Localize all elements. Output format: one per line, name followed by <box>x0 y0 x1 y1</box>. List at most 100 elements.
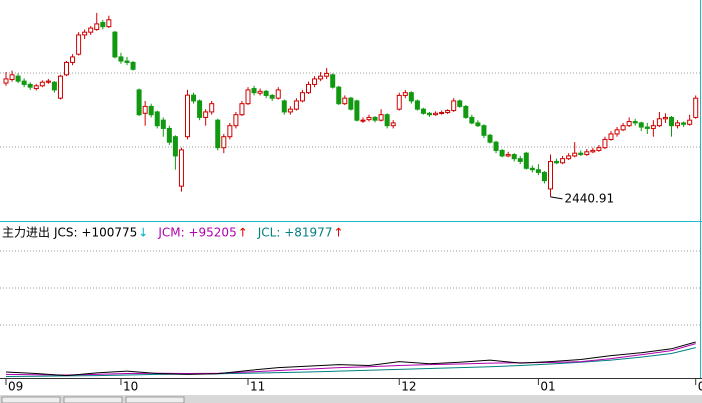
candle-body <box>191 94 197 102</box>
legend-trend: ↑ <box>238 226 248 240</box>
candle-body <box>185 94 190 138</box>
candle-body <box>299 92 305 102</box>
candle-body <box>493 141 499 151</box>
candle-body <box>306 83 311 94</box>
candle-body <box>566 155 572 160</box>
candle-body <box>342 97 348 105</box>
candle-body <box>293 100 299 110</box>
candle-body <box>21 80 27 85</box>
candle-body <box>124 60 130 63</box>
candle-body <box>269 94 275 99</box>
candle-body <box>662 116 668 120</box>
candle-body <box>360 119 366 122</box>
candle-body <box>76 34 82 55</box>
tab-bar <box>0 395 702 403</box>
candle-body <box>51 81 57 91</box>
candle-body <box>408 92 414 102</box>
candle-body <box>584 151 590 156</box>
candle-body <box>160 119 166 129</box>
candle-body <box>505 154 511 157</box>
candle-body <box>318 75 324 80</box>
candle-body <box>118 56 124 62</box>
candle-body <box>233 114 239 127</box>
candle-body <box>70 56 76 63</box>
candle-body <box>112 31 118 58</box>
legend-label: JCL: +81977 <box>257 226 333 240</box>
candle-body <box>197 100 203 118</box>
candle-body <box>626 121 632 127</box>
candle-body <box>541 171 547 182</box>
candle-body <box>548 160 553 190</box>
candle-body <box>245 89 251 105</box>
candle-body <box>535 169 541 173</box>
candle-body <box>420 108 426 114</box>
candle-body <box>336 86 342 105</box>
candle-body <box>178 149 184 187</box>
candle-body <box>15 75 21 82</box>
candle-body <box>372 116 378 121</box>
candle-body <box>572 152 578 157</box>
candle-body <box>100 22 106 28</box>
candle-body <box>330 74 336 88</box>
candle-body <box>39 81 45 87</box>
candle-body <box>257 90 263 94</box>
candle-body <box>136 89 142 116</box>
candle-body <box>27 83 33 88</box>
annotation-leader <box>550 196 563 200</box>
candle-body <box>390 122 396 127</box>
candle-body <box>656 118 662 127</box>
candle-body <box>251 88 257 94</box>
candle-body <box>590 149 596 153</box>
candle-body <box>221 136 227 149</box>
candle-body <box>445 110 451 113</box>
candle-body <box>275 89 281 99</box>
legend-trend: ↓ <box>138 226 148 240</box>
candle-body <box>451 100 457 112</box>
candle-body <box>215 119 221 149</box>
candle-body <box>427 112 432 116</box>
candle-body <box>148 105 154 116</box>
candle-body <box>644 126 650 129</box>
candle-body <box>9 74 15 80</box>
x-tick-label: 11 <box>250 380 265 394</box>
candle-body <box>414 100 420 110</box>
candle-body <box>675 122 681 127</box>
candle-body <box>378 114 384 121</box>
candle-body <box>487 134 493 143</box>
candle-body <box>511 154 517 160</box>
candle-body <box>172 136 178 157</box>
candle-body <box>227 125 233 138</box>
candle-body <box>578 152 584 156</box>
candle-body <box>529 167 535 171</box>
candle-body <box>463 105 469 118</box>
candle-body <box>384 114 390 127</box>
tab[interactable] <box>1 396 61 403</box>
candle-body <box>402 92 408 96</box>
tab[interactable] <box>125 396 185 403</box>
candle-body <box>348 97 354 110</box>
candle-body <box>209 103 215 113</box>
candle-body <box>602 138 608 149</box>
candle-body <box>681 122 687 125</box>
low-annotation: 2440.91 <box>565 191 615 205</box>
tab[interactable] <box>63 396 123 403</box>
candle-body <box>457 100 463 107</box>
candle-body <box>669 116 674 127</box>
candle-body <box>239 103 245 116</box>
candle-body <box>433 112 439 116</box>
candle-body <box>523 152 529 169</box>
candle-body <box>620 125 626 131</box>
candle-body <box>94 23 100 30</box>
candle-body <box>596 147 602 151</box>
candle-body <box>33 85 39 90</box>
indicator-line <box>5 341 696 377</box>
x-tick-label: 12 <box>401 380 416 394</box>
indicator-title: 主力进出 <box>2 226 50 240</box>
candle-body <box>88 27 94 33</box>
x-tick-label: 10 <box>123 380 138 394</box>
candle-body <box>650 125 656 129</box>
candle-body <box>281 100 287 113</box>
candle-body <box>560 158 566 164</box>
